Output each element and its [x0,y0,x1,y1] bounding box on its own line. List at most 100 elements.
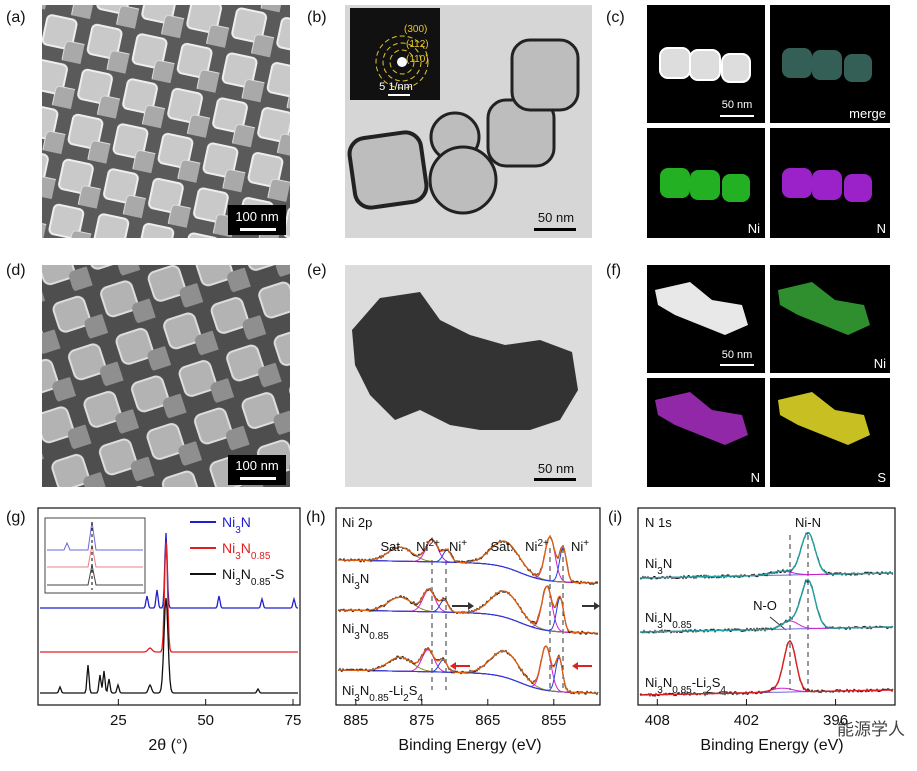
watermark: 能源学人 [837,720,905,739]
panel-label: (a) [6,9,26,26]
text-part: 3 [657,566,663,577]
sample-label: Ni3N0.85-Li2S4 [645,675,726,696]
peak-label: Ni2+ [416,538,440,555]
text-part: 3 [657,685,663,696]
text-part: Ni [416,539,428,554]
inset-scale-bar [388,94,410,96]
particles [347,38,580,215]
sample-label: Ni3N0.85 [342,621,389,642]
reference-lines [789,535,809,690]
tile-label: S [877,470,886,485]
text-part: 3 [235,577,241,588]
text-part: Ni [342,621,354,636]
scale-bar [720,115,754,117]
text-part: -S [270,566,284,582]
peak-label: Sat. [380,539,403,554]
text-part: 4 [720,685,726,696]
legend-label: Ni3N0.85 [222,540,271,562]
panel-label: (b) [307,9,327,26]
text-part: N [241,540,251,556]
x-tick-label: 396 [823,712,848,729]
region-label: Ni 2p [342,515,372,530]
arrows [450,602,600,670]
sample-label: Ni3N [342,571,369,592]
text-part: Ni [222,540,235,556]
x-tick-label: 408 [645,712,670,729]
x-tick-label: 885 [343,712,368,729]
envelope-fit [640,579,894,633]
sample-label: Ni3N [645,556,672,577]
text-part: 0.85 [672,620,692,631]
text-part: -Li [389,683,404,698]
text-part: N [663,610,672,625]
sem-image [42,265,290,487]
peak-label: Ni-N [795,515,821,530]
panel-label: (h) [306,509,326,526]
text-part: N [663,556,672,571]
particle [352,292,578,430]
xrd-pattern [40,541,298,653]
panel-label: (c) [606,9,625,26]
text-part: N [360,683,369,698]
tile-label: Ni [748,221,760,236]
tile-label: N [751,470,760,485]
text-part: Ni [342,683,354,698]
x-tick-label: 865 [475,712,500,729]
x-axis-label: 2θ (°) [148,737,187,754]
inset-scale-label: 5 1/nm [379,81,413,93]
x-axis-label: Binding Energy (eV) [398,737,541,754]
text-part: 3 [235,551,241,562]
envelope-fit [338,585,598,634]
ring-label: (300) [404,24,427,35]
tile-label: merge [849,106,886,121]
text-part: S [409,683,418,698]
text-part: 0.85 [369,631,389,642]
ring-label: (110) [406,54,429,65]
component-fit [338,547,598,584]
text-part: Ni [222,514,235,530]
spectrum [337,585,599,635]
legend-label: Ni3N [222,514,251,536]
text-part: 3 [235,525,241,536]
text-part: 4 [417,693,423,704]
peak-label: Sat. [490,539,513,554]
text-part: Ni [222,566,235,582]
text-part: 0.85 [251,577,271,588]
x-tick-label: 402 [734,712,759,729]
panel-label: (g) [6,509,26,526]
text-part: 2+ [537,538,549,549]
sample-label: Ni3N0.85 [645,610,692,631]
panel-label: (i) [608,509,622,526]
text-part: 2+ [428,538,440,549]
component-fit [338,656,598,694]
component-fit [338,656,598,694]
xrd-pattern [40,597,298,694]
text-part: N [360,621,369,636]
spectrum [639,532,894,580]
scale-bar-label: 50 nm [722,99,753,111]
text-part: 2 [706,685,712,696]
text-part: Ni [645,675,657,690]
region-label: N 1s [645,515,672,530]
scale-bar-label: 100 nm [235,458,278,473]
x-tick-label: 855 [541,712,566,729]
text-part: N [241,566,251,582]
text-part: 2 [403,693,409,704]
scale-bar-label: 50 nm [538,210,574,225]
envelope-fit [338,645,598,694]
inset-curves [47,521,143,590]
axes [335,507,601,706]
axes [637,507,896,706]
mapping-tiles [647,5,890,238]
scale-bar-label: 50 nm [722,349,753,361]
tile-label: N [877,221,886,236]
text-part: 3 [354,631,360,642]
saed-rings [375,35,429,89]
saed-inset [350,8,440,100]
text-part: Sat. [490,539,513,554]
peak-label: Ni2+ [525,538,549,555]
mapping-tiles [647,265,890,487]
scale-bar-label: 50 nm [538,461,574,476]
peak-label: Ni+ [449,538,467,555]
